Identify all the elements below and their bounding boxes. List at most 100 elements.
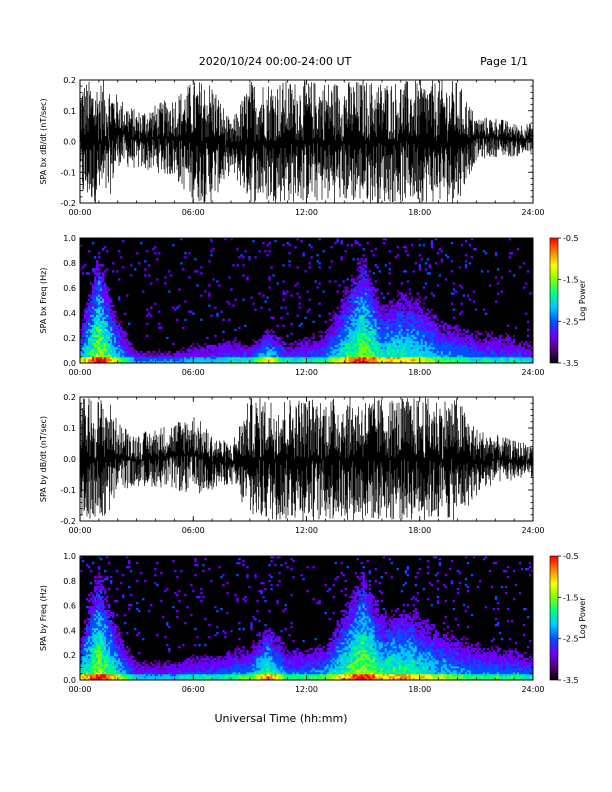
spectrogram-cell	[84, 638, 87, 641]
spectrogram-cell	[408, 356, 412, 360]
spectrogram-cell	[422, 316, 426, 319]
spectrogram-cell	[82, 350, 85, 354]
spectrogram-cell	[340, 310, 343, 313]
spectrogram-cell	[86, 606, 89, 609]
spectrogram-cell	[354, 338, 357, 342]
spectrogram-cell	[470, 346, 474, 350]
spectrogram-cell	[196, 342, 199, 346]
spectrogram-cell	[274, 356, 277, 360]
spectrogram-cell	[440, 344, 444, 348]
spectrogram-cell	[398, 324, 401, 328]
spectrogram-cell	[350, 358, 353, 362]
spectrogram-cell	[370, 308, 373, 311]
spectrogram-cell	[114, 330, 117, 334]
spectrogram-cell	[312, 354, 315, 358]
spectrogram-cell	[394, 352, 397, 356]
spectrogram-cell	[410, 354, 414, 358]
spectrogram-cell	[348, 346, 351, 350]
spectrogram-cell	[396, 318, 399, 321]
spectrogram-cell	[404, 250, 408, 253]
spectrogram-cell	[98, 336, 101, 340]
spectrogram-cell	[272, 350, 275, 354]
spectrogram-cell	[352, 320, 355, 323]
spectrogram-cell	[486, 332, 490, 336]
spectrogram-cell	[438, 324, 442, 328]
spectrogram-cell	[360, 338, 363, 342]
spectrogram-cell	[106, 250, 109, 253]
spectrogram-cell	[516, 350, 520, 354]
spectrogram-cell	[440, 350, 444, 354]
spectrogram-cell	[100, 336, 103, 340]
spectrogram-cell	[304, 360, 307, 364]
spectrogram-cell	[356, 324, 359, 328]
spectrogram-cell	[226, 360, 229, 364]
spectrogram-cell	[416, 334, 420, 338]
spectrogram-cell	[374, 318, 377, 321]
spectrogram-cell	[512, 358, 516, 362]
spectrogram-cell	[108, 356, 111, 360]
spectrogram-cell	[226, 358, 229, 362]
spectrogram-cell	[476, 342, 480, 346]
spectrogram-cell	[352, 354, 355, 358]
spectrogram-cell	[390, 314, 393, 317]
spectrogram-cell	[298, 338, 301, 342]
spectrogram-cell	[320, 358, 323, 362]
spectrogram-cell	[396, 342, 399, 346]
spectrogram-cell	[432, 314, 436, 317]
spectrogram-cell	[82, 352, 85, 356]
spectrogram-cell	[384, 346, 387, 350]
spectrogram-cell	[350, 300, 353, 303]
spectrogram-cell	[410, 316, 414, 319]
spectrogram-cell	[232, 264, 235, 267]
spectrogram-cell	[468, 360, 472, 364]
spectrogram-cell	[118, 334, 121, 338]
spectrogram-cell	[452, 336, 456, 340]
spectrogram-cell	[496, 338, 500, 342]
spectrogram-cell	[424, 334, 428, 338]
spectrogram-cell	[476, 336, 480, 340]
spectrogram-cell	[354, 316, 357, 319]
spectrogram-cell	[90, 282, 93, 285]
spectrogram-cell	[102, 340, 105, 344]
spectrogram-cell	[354, 360, 357, 364]
spectrogram-cell	[438, 336, 442, 340]
spectrogram-cell	[422, 346, 426, 350]
spectrogram-cell	[390, 340, 393, 344]
spectrogram-cell	[258, 338, 261, 342]
spectrogram-cell	[326, 342, 329, 346]
spectrogram-cell	[88, 324, 91, 328]
spectrogram-cell	[144, 358, 147, 362]
spectrogram-cell	[228, 302, 231, 305]
spectrogram-cell	[214, 306, 217, 309]
spectrogram-cell	[100, 264, 103, 267]
spectrogram-cell	[478, 332, 482, 336]
spectrogram-cell	[90, 624, 93, 627]
spectrogram-cell	[202, 346, 205, 350]
spectrogram-cell	[370, 314, 373, 317]
spectrogram-cell	[146, 350, 149, 354]
spectrogram-cell	[394, 334, 397, 338]
spectrogram-cell	[352, 316, 355, 319]
spectrogram-cell	[126, 356, 129, 360]
spectrogram-cell	[370, 328, 373, 332]
spectrogram-cell	[318, 350, 321, 354]
spectrogram-cell	[474, 354, 478, 358]
spectrogram-cell	[284, 342, 287, 346]
spectrogram-cell	[508, 338, 512, 342]
spectrogram-cell	[396, 290, 399, 293]
spectrogram-cell	[342, 298, 345, 301]
spectrogram-cell	[364, 282, 367, 285]
spectrogram-cell	[88, 660, 91, 663]
colorbar-tick-label: -3.5	[563, 359, 579, 368]
spectrogram-cell	[358, 314, 361, 317]
spectrogram-cell	[196, 358, 199, 362]
spectrogram-cell	[508, 344, 512, 348]
spectrogram-cell	[356, 298, 359, 301]
spectrogram-cell	[412, 348, 416, 352]
spectrogram-cell	[114, 334, 117, 338]
spectrogram-cell	[508, 360, 512, 364]
spectrogram-cell	[80, 672, 83, 675]
spectrogram-cell	[356, 314, 359, 317]
spectrogram-cell	[268, 338, 271, 342]
spectrogram-cell	[360, 276, 363, 279]
